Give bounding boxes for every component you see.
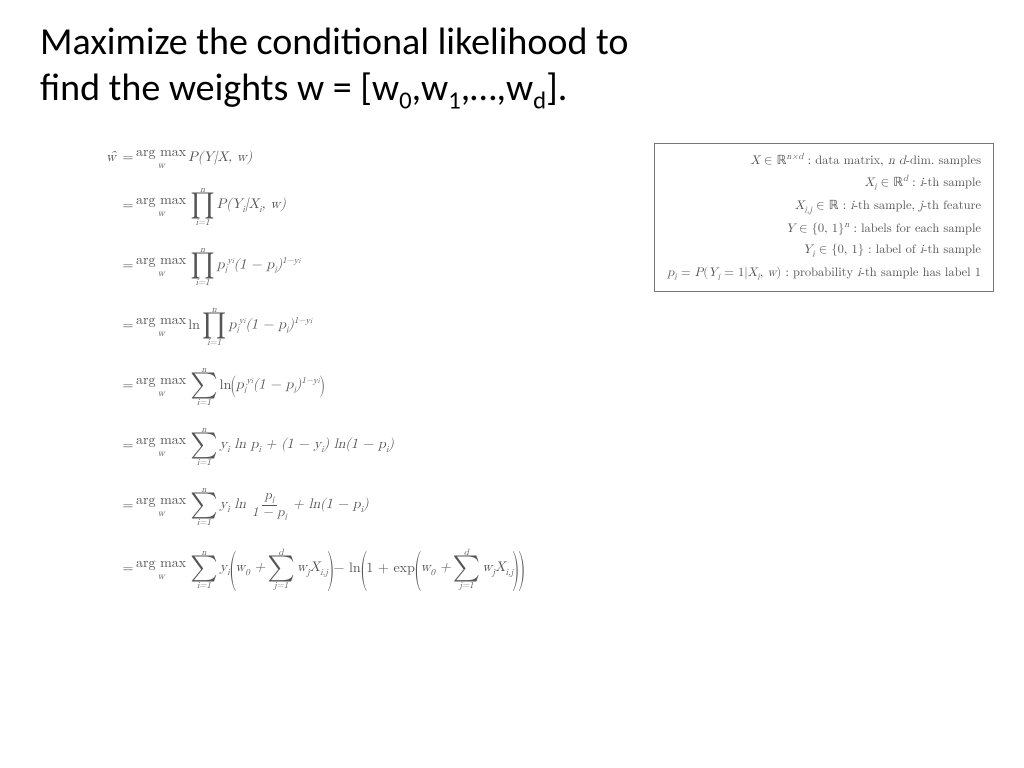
- rhs-7: arg maxw n∑i=1 yi ln pi 1 − pi + ln(1 − …: [136, 485, 369, 526]
- expr-4: piyi(1 − pi)1−yi: [228, 316, 312, 335]
- deriv-line-2: = arg maxw n∏i=1 P(Yi|Xi, w): [90, 179, 524, 233]
- notation-box: X ∈ ℝn×d : data matrix, n d-dim. samples…: [654, 143, 994, 292]
- expr-8c: wjXi,j: [297, 560, 328, 578]
- expr-7a: yi ln: [220, 497, 246, 515]
- eq-8: =: [120, 561, 136, 576]
- expr-8e: 1 + exp: [366, 561, 415, 576]
- derivation-block: ŵ = arg maxw P(Y|X, w) = arg maxw n∏i=1 …: [40, 143, 524, 605]
- rhs-3: arg maxw n∏i=1 piyi(1 − pi)1−yi: [136, 245, 300, 286]
- lhs-1: ŵ: [90, 150, 120, 165]
- rhs-6: arg maxw n∑i=1 yi ln pi + (1 − yi) ln(1 …: [136, 425, 394, 466]
- deriv-line-8: = arg maxw n∑i=1 yi ( w0 + d∑j=1 wjXi,j …: [90, 539, 524, 599]
- notation-row-4: Y ∈ {0, 1}n : labels for each sample: [667, 218, 981, 240]
- rhs-8: arg maxw n∑i=1 yi ( w0 + d∑j=1 wjXi,j ) …: [136, 548, 524, 589]
- deriv-line-7: = arg maxw n∑i=1 yi ln pi 1 − pi + ln(1 …: [90, 479, 524, 533]
- title-c1: ,w: [412, 65, 449, 111]
- title-sub-d: d: [533, 84, 546, 115]
- eq-4: =: [120, 318, 136, 333]
- notation-row-6: pi = P(Yi = 1|Xi, w) : probability i-th …: [667, 263, 981, 285]
- eq-3: =: [120, 258, 136, 273]
- rhs-1: arg maxw P(Y|X, w): [136, 145, 252, 170]
- expr-8g: wjXi,j: [482, 560, 513, 578]
- slide-title: Maximize the conditional likelihood to f…: [40, 20, 984, 115]
- title-line1: Maximize the conditional likelihood to: [40, 19, 628, 65]
- expr-1: P(Y|X, w): [188, 150, 252, 165]
- expr-8b: w0 +: [235, 560, 265, 578]
- deriv-line-6: = arg maxw n∑i=1 yi ln pi + (1 − yi) ln(…: [90, 419, 524, 473]
- rhs-2: arg maxw n∏i=1 P(Yi|Xi, w): [136, 185, 286, 226]
- prod-2: n∏i=1: [190, 185, 215, 226]
- expr-2: P(Yi|Xi, w): [217, 197, 286, 215]
- title-c2: ,…,w: [461, 65, 533, 111]
- rhs-4: arg maxw ln n∏i=1 piyi(1 − pi)1−yi: [136, 305, 312, 346]
- expr-8f: w0 +: [420, 560, 450, 578]
- notation-row-2: Xi ∈ ℝd : i-th sample: [667, 172, 981, 196]
- title-line2-post: ].: [546, 65, 567, 111]
- notation-row-5: Yi ∈ {0, 1} : label of i-th sample: [667, 240, 981, 262]
- frac-7: pi 1 − pi: [249, 489, 290, 523]
- argmax-1: arg maxw: [136, 145, 186, 170]
- ln-4: ln: [188, 318, 200, 333]
- deriv-line-1: ŵ = arg maxw P(Y|X, w): [90, 143, 524, 173]
- expr-7b: + ln(1 − pi): [293, 497, 369, 515]
- expr-5: piyi(1 − pi)1−yi: [236, 376, 320, 395]
- eq-6: =: [120, 438, 136, 453]
- notation-row-3: Xi,j ∈ ℝ : i-th sample, j-th feature: [667, 195, 981, 218]
- rhs-5: arg maxw n∑i=1 ln ( piyi(1 − pi)1−yi ): [136, 365, 324, 406]
- eq-7: =: [120, 498, 136, 513]
- eq-2: =: [120, 198, 136, 213]
- expr-3: piyi(1 − pi)1−yi: [217, 256, 301, 275]
- title-line2-pre: find the weights w = [w: [40, 65, 399, 111]
- deriv-line-3: = arg maxw n∏i=1 piyi(1 − pi)1−yi: [90, 239, 524, 293]
- notation-row-1: X ∈ ℝn×d : data matrix, n d-dim. samples: [667, 150, 981, 172]
- eq-5: =: [120, 378, 136, 393]
- title-sub-1: 1: [448, 84, 461, 115]
- deriv-line-5: = arg maxw n∑i=1 ln ( piyi(1 − pi)1−yi ): [90, 359, 524, 413]
- content-row: ŵ = arg maxw P(Y|X, w) = arg maxw n∏i=1 …: [40, 143, 984, 605]
- expr-6: yi ln pi + (1 − yi) ln(1 − pi): [220, 437, 394, 455]
- eq-1: =: [120, 150, 136, 165]
- expr-8d: − ln: [334, 561, 361, 576]
- title-sub-0: 0: [399, 84, 412, 115]
- deriv-line-4: = arg maxw ln n∏i=1 piyi(1 − pi)1−yi: [90, 299, 524, 353]
